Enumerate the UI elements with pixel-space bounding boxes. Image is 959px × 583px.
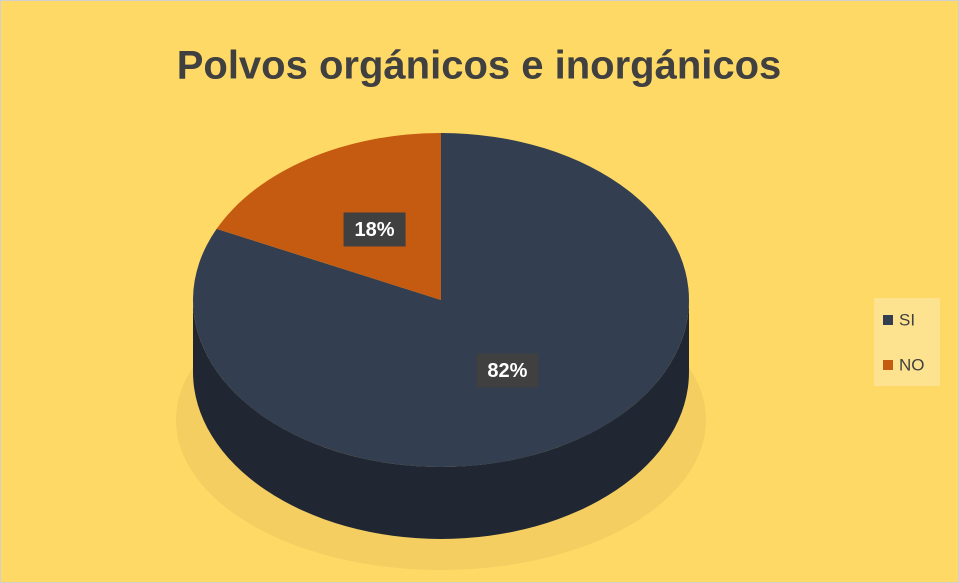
legend-swatch — [883, 360, 893, 370]
legend-label: NO — [899, 355, 925, 374]
slice-side — [193, 300, 689, 539]
legend-label: SI — [899, 310, 915, 329]
chart-title: Polvos orgánicos e inorgánicos — [177, 44, 782, 88]
legend-box — [874, 298, 940, 386]
data-label-box — [343, 212, 406, 247]
legend-swatch — [883, 315, 893, 325]
data-label: 82% — [487, 360, 527, 382]
data-label-box — [476, 353, 539, 388]
pie-slice — [216, 133, 441, 300]
data-label: 18% — [355, 219, 395, 241]
